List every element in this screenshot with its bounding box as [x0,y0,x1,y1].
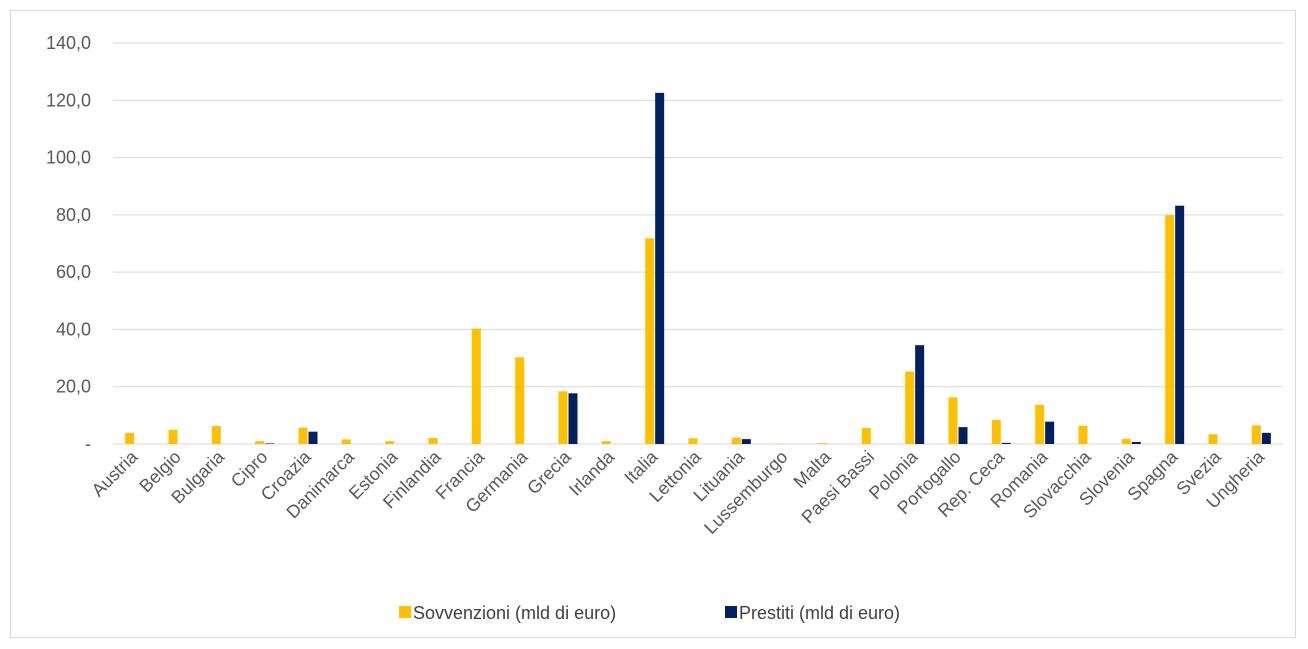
bar-sovvenzioni [515,357,525,444]
bar-chart: -20,040,060,080,0100,0120,0140,0AustriaB… [46,33,1283,623]
bar-prestiti [1261,432,1271,444]
chart-frame: -20,0 40,0 60,0 80,0 100,0 120,0 140,0 Austria B… [10,10,1296,638]
bar-sovvenzioni [1121,438,1131,444]
bar-sovvenzioni [1078,425,1088,444]
bar-sovvenzioni [861,427,871,444]
bar-sovvenzioni [341,439,351,444]
y-tick-label: 60,0 [56,262,91,282]
bar-prestiti [1001,442,1011,444]
bar-sovvenzioni [1035,404,1045,444]
bar-sovvenzioni [601,441,611,444]
x-tick-label: Spagna [1123,446,1182,505]
bar-prestiti [1045,421,1055,444]
bar-sovvenzioni [731,437,741,444]
bar-sovvenzioni [255,441,265,444]
y-tick-label: 120,0 [46,90,91,110]
bar-sovvenzioni [818,443,828,444]
bar-prestiti [915,345,925,444]
bar-prestiti [1175,205,1185,444]
bar-sovvenzioni [688,438,698,444]
legend-label-prestiti: Prestiti (mld di euro) [739,603,900,623]
bar-sovvenzioni [428,437,438,444]
bar-sovvenzioni [1165,215,1175,444]
bar-sovvenzioni [948,397,958,444]
y-tick-label: 80,0 [56,205,91,225]
y-tick-label: 140,0 [46,33,91,53]
bar-sovvenzioni [385,441,395,444]
x-tick-label: Austria [88,446,142,500]
bar-prestiti [655,92,665,445]
bar-sovvenzioni [211,425,221,444]
bar-sovvenzioni [645,238,655,444]
bar-sovvenzioni [1251,425,1261,444]
bar-sovvenzioni [125,432,135,444]
bar-sovvenzioni [168,429,178,444]
legend-swatch-sovvenzioni [399,606,411,618]
bar-sovvenzioni [471,328,481,444]
bar-sovvenzioni [905,371,915,444]
y-tick-label: 100,0 [46,148,91,168]
bar-prestiti [741,439,751,444]
y-tick-label: 20,0 [56,377,91,397]
legend-swatch-prestiti [725,606,737,618]
legend-label-sovvenzioni: Sovvenzioni (mld di euro) [413,603,616,623]
x-tick-label: Grecia [523,446,575,498]
y-tick-label: 40,0 [56,319,91,339]
bar-prestiti [1131,441,1141,444]
bar-sovvenzioni [991,419,1001,444]
bar-prestiti [568,393,578,444]
y-tick-label: - [85,434,91,454]
bar-sovvenzioni [298,427,308,444]
bar-sovvenzioni [1208,434,1218,444]
bar-prestiti [308,431,318,444]
bar-prestiti [265,443,275,444]
bar-prestiti [958,427,968,444]
bar-sovvenzioni [558,391,568,444]
x-tick-label: Irlanda [565,446,619,500]
